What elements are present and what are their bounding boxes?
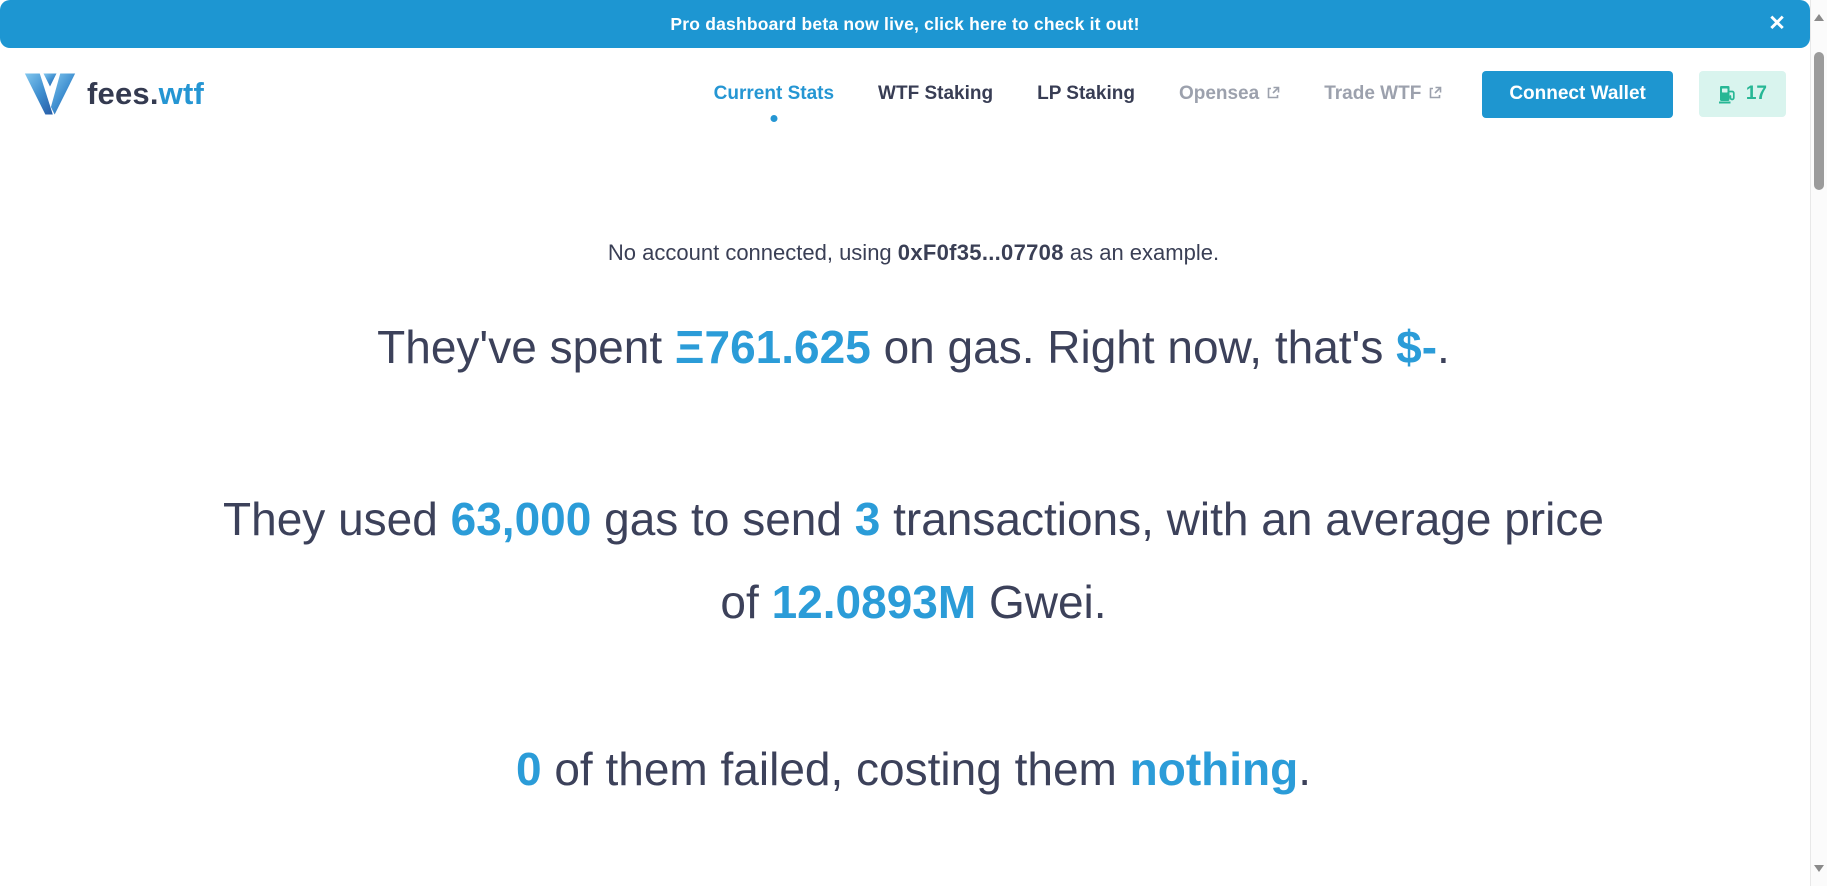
scrollbar-thumb[interactable] (1814, 52, 1824, 190)
nav-opensea[interactable]: Opensea (1179, 83, 1280, 105)
failed-cost-value: nothing (1129, 743, 1299, 796)
nav-wtf-staking[interactable]: WTF Staking (878, 83, 994, 104)
fees-wtf-logo-icon (23, 69, 77, 119)
main-nav: Current Stats WTF Staking LP Staking Ope… (714, 83, 1443, 122)
gas-price-badge[interactable]: 17 (1698, 71, 1786, 117)
failed-tx-stat: 0 of them failed, costing them nothing. (515, 743, 1312, 796)
example-address: 0xF0f35...07708 (897, 240, 1064, 265)
logo-text: fees.wtf (87, 76, 205, 111)
active-tab-indicator (770, 115, 778, 122)
external-link-icon (1428, 86, 1442, 100)
gas-price-value: 17 (1745, 83, 1767, 104)
promo-banner-text[interactable]: Pro dashboard beta now live, click here … (670, 13, 1140, 34)
vertical-scrollbar[interactable] (1810, 0, 1827, 886)
connect-wallet-button[interactable]: Connect Wallet (1482, 70, 1673, 118)
tx-count-value: 3 (854, 492, 881, 545)
external-link-icon (1266, 86, 1280, 100)
stats-page: No account connected, using 0xF0f35...07… (0, 240, 1827, 812)
scroll-up-arrow-icon[interactable] (1814, 14, 1824, 21)
nav-trade-wtf[interactable]: Trade WTF (1324, 83, 1442, 105)
avg-gwei-value: 12.0893M (771, 576, 977, 629)
close-icon[interactable]: ✕ (1760, 0, 1794, 48)
scroll-down-arrow-icon[interactable] (1814, 865, 1824, 872)
nav-current-stats[interactable]: Current Stats (714, 83, 834, 122)
gas-pump-icon (1718, 84, 1737, 104)
logo[interactable]: fees.wtf (23, 69, 204, 119)
eth-spent-value: Ξ761.625 (674, 321, 871, 373)
gas-spent-stat: They've spent Ξ761.625 on gas. Right now… (377, 321, 1450, 373)
usd-spent-value: $- (1396, 321, 1438, 373)
gas-used-stat: They used 63,000 gas to send 3 transacti… (223, 492, 1604, 629)
gas-used-value: 63,000 (450, 492, 592, 545)
site-header: fees.wtf Current Stats WTF Staking LP St… (0, 48, 1810, 140)
nav-lp-staking[interactable]: LP Staking (1037, 83, 1135, 104)
failed-count-value: 0 (515, 743, 542, 796)
promo-banner[interactable]: Pro dashboard beta now live, click here … (0, 0, 1810, 48)
account-notice: No account connected, using 0xF0f35...07… (607, 240, 1220, 265)
